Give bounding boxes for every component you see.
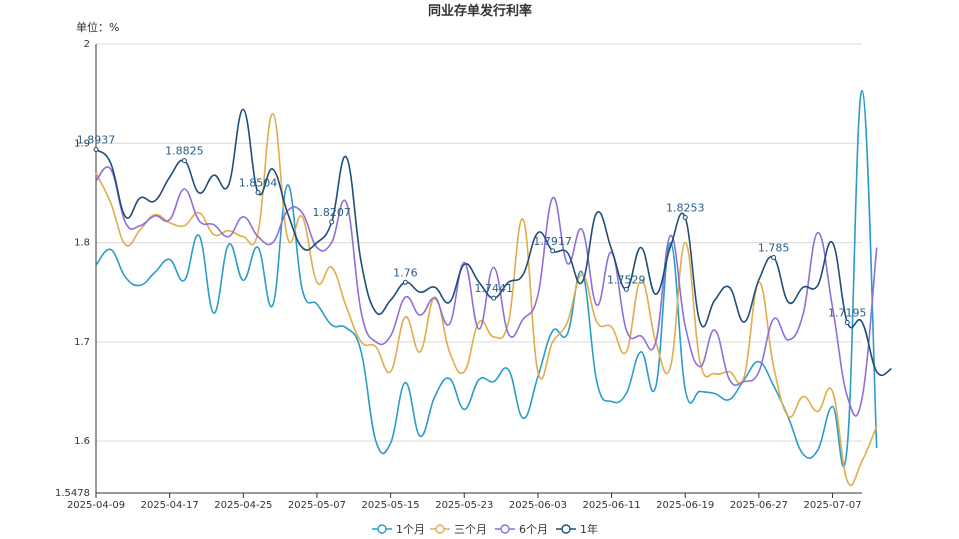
x-tick-label: 2025-04-17 bbox=[141, 500, 199, 511]
data-label: 1.785 bbox=[758, 241, 790, 254]
data-point bbox=[623, 286, 629, 292]
data-point bbox=[771, 254, 777, 260]
data-label: 1.7917 bbox=[533, 235, 572, 248]
data-label: 1.8207 bbox=[312, 206, 351, 219]
x-tick-label: 2025-05-15 bbox=[362, 500, 420, 511]
chart-title: 同业存单发行利率 bbox=[428, 3, 532, 19]
legend-item-1[interactable]: 三个月 bbox=[430, 523, 487, 536]
data-point bbox=[255, 190, 261, 196]
legend-item-2[interactable]: 6个月 bbox=[495, 523, 548, 536]
y-tick-label: 1.7 bbox=[74, 337, 90, 348]
legend-label: 6个月 bbox=[519, 523, 548, 536]
data-point bbox=[329, 219, 335, 225]
data-label: 1.7195 bbox=[828, 307, 867, 320]
y-axis: 2 1.9 1.8 1.7 1.6 1.5478 bbox=[55, 39, 97, 499]
data-label: 1.8253 bbox=[666, 201, 705, 214]
gridlines bbox=[96, 43, 862, 442]
x-tick-label: 2025-06-03 bbox=[509, 500, 567, 511]
y-tick-label: 1.6 bbox=[74, 436, 90, 447]
series-line-1 bbox=[95, 112, 878, 487]
legend-marker bbox=[561, 524, 571, 534]
x-tick-label: 2025-06-11 bbox=[583, 500, 641, 511]
x-tick-label: 2025-04-25 bbox=[214, 500, 272, 511]
legend-marker bbox=[435, 524, 445, 534]
series-line-2 bbox=[95, 166, 878, 417]
data-label: 1.8504 bbox=[239, 177, 278, 190]
data-label: 1.7441 bbox=[474, 282, 513, 295]
x-tick-label: 2025-06-27 bbox=[730, 500, 788, 511]
data-label: 1.8825 bbox=[165, 145, 204, 158]
legend-label: 1年 bbox=[580, 522, 598, 536]
x-tick-label: 2025-05-07 bbox=[288, 500, 346, 511]
series-line-0 bbox=[95, 89, 878, 468]
data-label: 1.7529 bbox=[607, 273, 646, 286]
unit-label: 单位：% bbox=[76, 20, 119, 34]
legend-marker bbox=[500, 524, 510, 534]
data-point bbox=[550, 248, 556, 254]
data-point bbox=[181, 158, 187, 164]
x-axis: 2025-04-09 2025-04-17 2025-04-25 2025-05-07… bbox=[67, 492, 862, 511]
data-point bbox=[491, 295, 497, 301]
legend-label: 三个月 bbox=[454, 523, 487, 536]
data-point bbox=[93, 147, 99, 153]
data-point bbox=[682, 214, 688, 220]
y-tick-label: 1.8 bbox=[74, 238, 90, 249]
x-tick-label: 2025-06-19 bbox=[656, 500, 714, 511]
legend[interactable]: 1个月 三个月 6个月 1年 bbox=[372, 522, 598, 536]
x-tick-label: 2025-05-23 bbox=[435, 500, 493, 511]
data-label: 1.76 bbox=[393, 266, 418, 279]
data-point bbox=[402, 279, 408, 285]
legend-item-0[interactable]: 1个月 bbox=[372, 523, 425, 536]
y-tick-label: 1.9 bbox=[74, 138, 90, 149]
data-labels: 1.8937 1.8825 1.8504 1.8207 1.76 1.7441 1.7917… bbox=[77, 134, 867, 326]
data-label: 1.8937 bbox=[77, 134, 116, 147]
data-point bbox=[844, 320, 850, 326]
legend-item-3[interactable]: 1年 bbox=[556, 522, 598, 536]
legend-marker bbox=[377, 524, 387, 534]
legend-label: 1个月 bbox=[396, 523, 425, 536]
x-tick-label: 2025-04-09 bbox=[67, 500, 125, 511]
y-tick-label: 1.5478 bbox=[55, 488, 90, 499]
x-tick-label: 2025-07-07 bbox=[803, 500, 861, 511]
y-tick-label: 2 bbox=[84, 39, 90, 50]
